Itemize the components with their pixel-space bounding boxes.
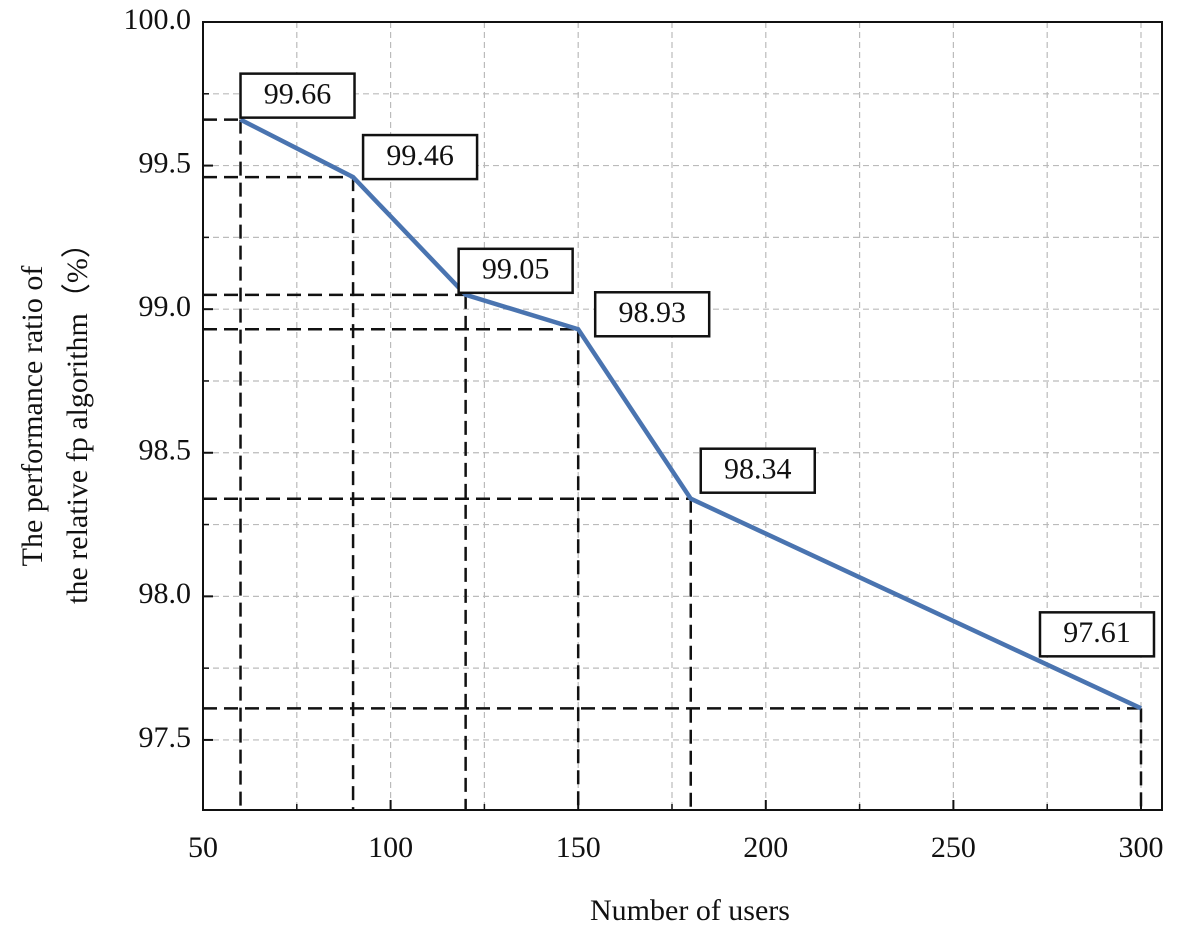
data-line xyxy=(239,117,1142,711)
x-tick-label: 150 xyxy=(556,831,601,864)
y-tick-label: 98.5 xyxy=(139,434,192,467)
y-tick-label: 100.0 xyxy=(124,3,192,36)
value-label: 98.34 xyxy=(724,453,792,486)
value-label-box xyxy=(457,247,574,295)
x-tick-label: 50 xyxy=(188,831,218,864)
x-tick-label: 200 xyxy=(743,831,788,864)
value-label: 97.61 xyxy=(1063,616,1131,649)
plot-frame xyxy=(202,21,1163,811)
y-tick-label: 98.0 xyxy=(139,577,192,610)
x-tick-label: 250 xyxy=(931,831,976,864)
value-label-box xyxy=(361,133,479,181)
x-tick-label: 100 xyxy=(368,831,413,864)
y-axis-label: the relative fp algorithm（%） xyxy=(61,228,94,604)
y-tick-label: 99.0 xyxy=(139,290,192,323)
value-label-box xyxy=(239,72,356,119)
value-label-box xyxy=(593,291,711,338)
value-label: 99.46 xyxy=(386,139,454,172)
value-label: 99.05 xyxy=(482,253,550,286)
value-label: 99.66 xyxy=(264,78,332,111)
value-label-box xyxy=(1038,611,1156,658)
value-label-box xyxy=(699,447,817,494)
value-label: 98.93 xyxy=(618,296,686,329)
y-axis-label: The performance ratio of xyxy=(16,266,49,567)
y-tick-label: 99.5 xyxy=(139,146,192,179)
x-tick-label: 300 xyxy=(1118,831,1163,864)
x-axis-label: Number of users xyxy=(590,894,790,927)
y-tick-label: 97.5 xyxy=(139,721,192,754)
